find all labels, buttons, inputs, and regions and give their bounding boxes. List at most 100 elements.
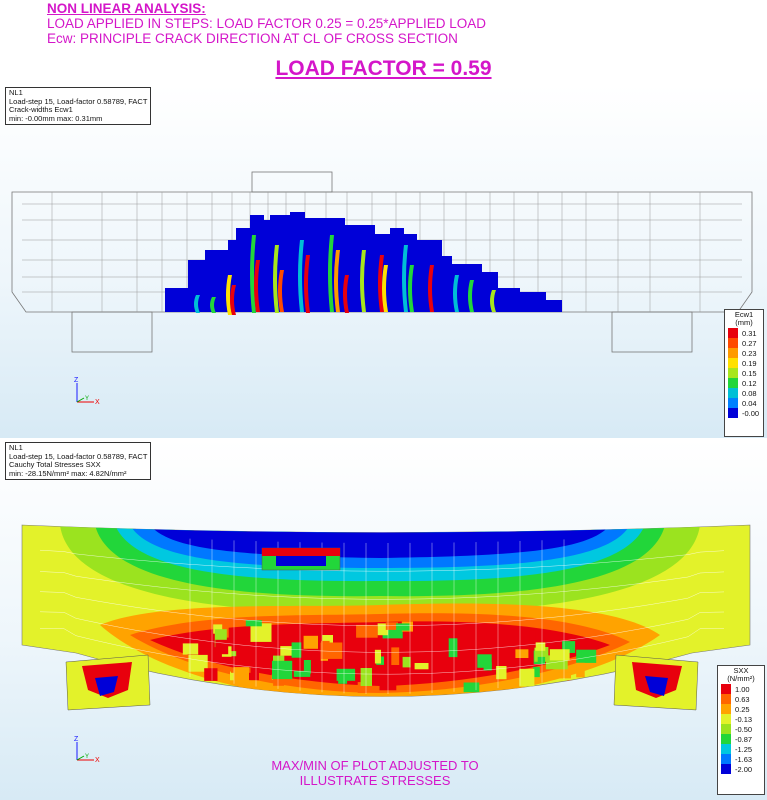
stress-patch [385,622,398,630]
crack-info-box: NL1 Load-step 15, Load-factor 0.58789, F… [5,87,152,125]
stress-patch [496,666,507,680]
legend-swatch [721,754,731,764]
legend-swatch [728,368,738,378]
crack-width-panel: NL1 Load-step 15, Load-factor 0.58789, F… [0,85,767,438]
legend-row: 0.27 [725,338,763,348]
stress-patch [567,680,588,696]
plot-adjust-note: MAX/MIN OF PLOT ADJUSTED TO ILLUSTRATE S… [245,758,505,788]
stress-patch [529,630,536,648]
stress-patch [233,667,249,686]
stress-legend: SXX (N/mm²) 1.00 0.63 0.25 -0.13 -0.50 -0.87-… [717,665,765,795]
stress-patch [377,623,389,636]
stress-patch [338,674,348,684]
stress-contours [60,525,700,697]
legend-row: 0.23 [725,348,763,358]
legend-row: -1.25 [718,744,764,754]
stress-info-line: Load-step 15, Load-factor 0.58789, FACT [9,451,148,461]
stress-patch [463,682,480,693]
legend-row: -0.87 [718,734,764,744]
legend-value: 0.04 [742,398,757,408]
stress-panel: NL1 Load-step 15, Load-factor 0.58789, F… [0,440,767,800]
legend-value: 0.27 [742,338,757,348]
stress-support-right [613,654,699,711]
stress-patch [420,648,433,662]
crack-info-line: Load-step 15, Load-factor 0.58789, FACT [9,96,148,106]
stress-patch [273,655,285,663]
legend-value: 0.25 [735,704,750,714]
crack-streak [343,275,349,313]
legend-swatch [728,328,738,338]
crack-legend-rows: 0.31 0.27 0.23 0.19 0.15 0.12 0.08 0.04 -0.00 [725,328,763,418]
stress-patch [414,663,429,670]
legend-row: 0.08 [725,388,763,398]
legend-row: 0.19 [725,358,763,368]
stress-info-box: NL1 Load-step 15, Load-factor 0.58789, F… [5,442,152,480]
legend-value: 0.08 [742,388,757,398]
stress-patch [182,643,199,655]
stress-patch [374,649,381,664]
stress-patch [280,646,295,656]
legend-title-line: (N/mm²) [727,674,755,683]
note-line: MAX/MIN OF PLOT ADJUSTED TO [271,758,479,773]
stress-patch [293,670,311,677]
crack-streak [230,285,236,315]
stress-info-line: NL1 [9,443,23,452]
legend-value: 0.23 [742,348,757,358]
load-factor-title: LOAD FACTOR = 0.59 [275,57,492,80]
crack-streaks [194,235,496,315]
legend-swatch [728,348,738,358]
legend-swatch [721,734,731,744]
stress-patch [396,623,410,631]
stress-beam-plot: Z Y X [21,524,751,764]
legend-swatch [721,684,731,694]
legend-swatch [721,694,731,704]
stress-patch [533,666,540,678]
crack-legend-title: Ecw1 (mm) [725,310,763,328]
legend-value: -0.50 [735,724,753,734]
crack-streak [273,245,279,313]
stress-patch [477,654,492,668]
crack-streak [210,297,216,313]
stress-patch [213,624,223,634]
stress-patch [435,637,448,644]
stress-patch [320,642,343,659]
legend-row: 0.15 [725,368,763,378]
support-plate-right [611,311,693,353]
stress-patch [477,628,488,645]
crack-streak [408,265,414,312]
legend-swatch [728,378,738,388]
stress-patch [215,639,229,655]
support-plate-left [71,311,153,353]
crack-streak [254,260,260,312]
legend-row: 0.12 [725,378,763,388]
legend-row: 0.31 [725,328,763,338]
stress-patch [188,654,208,672]
axis-z-label: Z [74,736,79,743]
axis-triad: Z Y X [74,377,100,406]
stress-patch [448,638,458,658]
crack-legend: Ecw1 (mm) 0.31 0.27 0.23 0.19 0.15 0.12 0.08 0.… [724,309,764,437]
crack-info-line: min: -0.00mm max: 0.31mm [9,113,103,123]
stress-patch [562,641,576,653]
axis-x-label: X [95,399,100,406]
legend-title-line: Ecw1 [734,310,754,319]
stress-patch [402,656,411,668]
legend-title-line: SXX [733,666,749,675]
legend-value: 0.63 [735,694,750,704]
stress-patch [391,647,400,665]
stress-legend-title: SXX (N/mm²) [718,666,764,684]
legend-value: -0.13 [735,714,753,724]
deformed-mesh [39,538,725,694]
load-steps-note: LOAD APPLIED IN STEPS: LOAD FACTOR 0.25 … [47,16,487,31]
ecw-note: Ecw: PRINCIPLE CRACK DIRECTION AT CL OF … [47,31,458,46]
legend-value: 0.31 [742,328,757,338]
legend-swatch [728,398,738,408]
legend-title-line: (mm) [735,318,753,327]
crack-info-line: NL1 [9,88,23,97]
legend-value: 1.00 [735,684,750,694]
legend-value: -1.63 [735,754,753,764]
legend-swatch [721,714,731,724]
legend-row: -0.13 [718,714,764,724]
load-plate-core [276,556,326,566]
crack-streak [402,245,408,312]
